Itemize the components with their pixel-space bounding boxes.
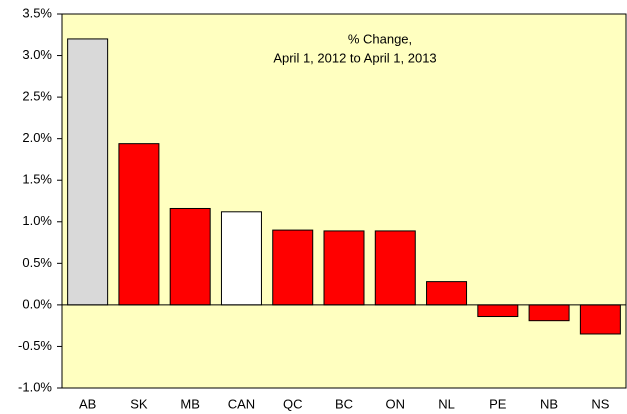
bar <box>220 211 262 306</box>
bar <box>169 207 211 306</box>
x-tick-label: NS <box>591 396 609 411</box>
x-tick-label: QC <box>283 396 303 411</box>
bar <box>579 304 621 335</box>
bar <box>528 304 570 322</box>
bar <box>323 230 365 306</box>
bar <box>67 38 109 306</box>
y-tick-label: 1.0% <box>22 213 52 228</box>
y-tick-label: 3.0% <box>22 47 52 62</box>
y-tick-label: 2.5% <box>22 89 52 104</box>
y-tick-label: 0.0% <box>22 296 52 311</box>
x-tick-label: ON <box>386 396 406 411</box>
x-tick-label: SK <box>130 396 148 411</box>
y-tick-label: 0.5% <box>22 255 52 270</box>
chart-title: % Change, <box>348 31 412 46</box>
x-tick-label: BC <box>335 396 353 411</box>
x-tick-label: PE <box>489 396 507 411</box>
y-tick-label: 3.5% <box>22 5 52 20</box>
y-tick-label: -1.0% <box>18 379 52 394</box>
y-tick-label: 1.5% <box>22 172 52 187</box>
bar <box>272 229 314 306</box>
bar <box>426 281 468 306</box>
y-tick-label: -0.5% <box>18 338 52 353</box>
x-tick-label: AB <box>79 396 96 411</box>
chart-subtitle: April 1, 2012 to April 1, 2013 <box>273 50 436 65</box>
y-tick-label: 2.0% <box>22 130 52 145</box>
x-tick-label: NB <box>540 396 558 411</box>
bar <box>477 304 519 318</box>
bar <box>118 143 160 306</box>
x-tick-label: CAN <box>228 396 255 411</box>
bar <box>374 230 416 306</box>
x-tick-label: MB <box>180 396 200 411</box>
x-tick-label: NL <box>438 396 455 411</box>
